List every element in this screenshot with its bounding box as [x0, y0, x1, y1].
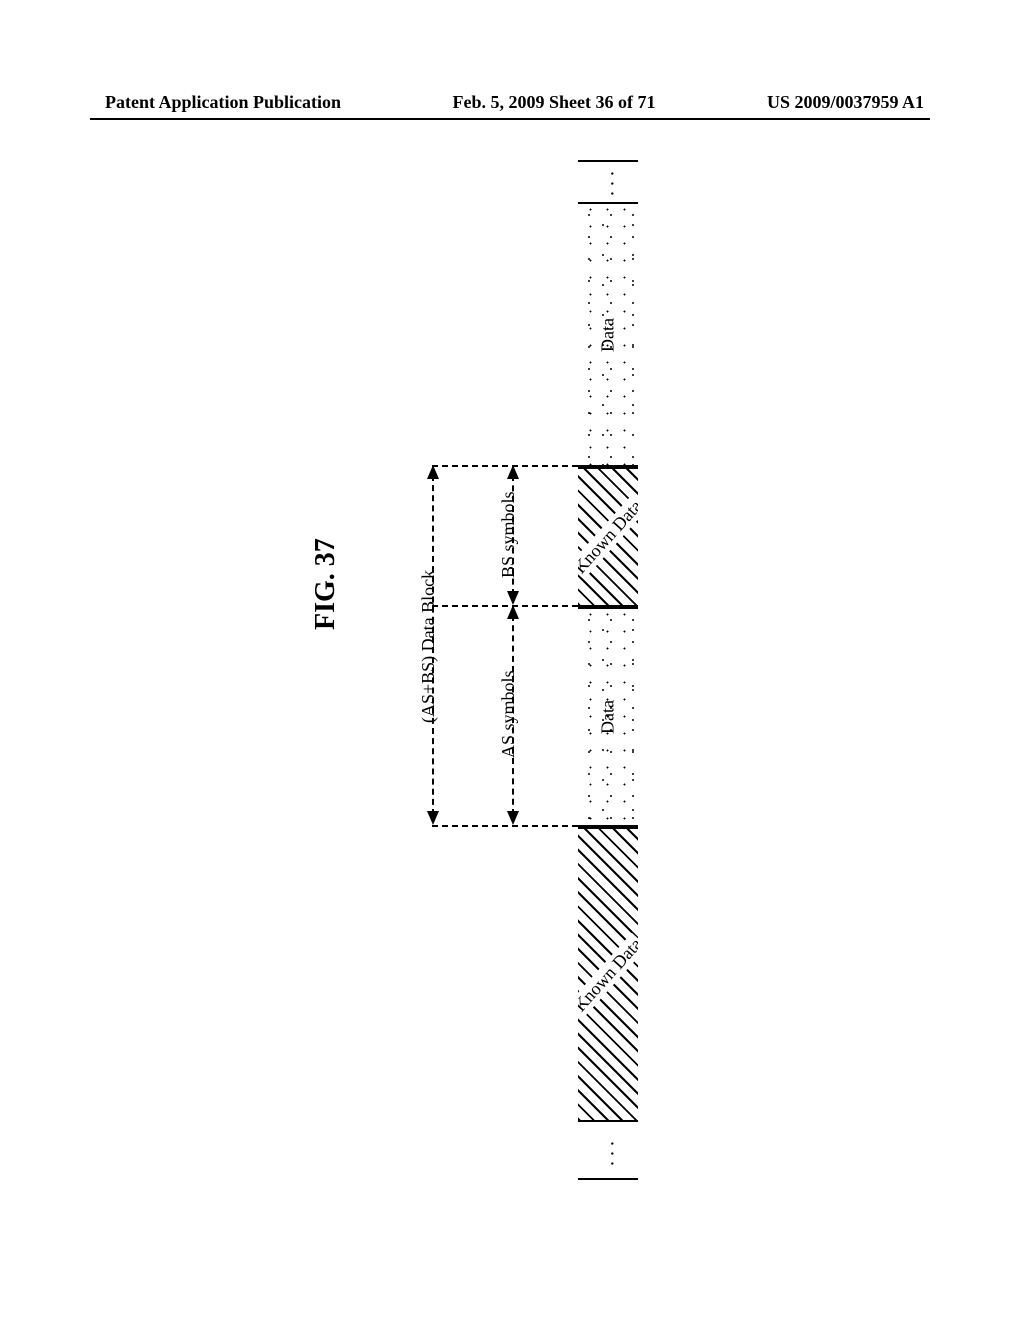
header-right: US 2009/0037959 A1	[767, 92, 924, 113]
bracket-label: AS symbols	[498, 671, 519, 759]
figure-title: FIG. 37	[310, 538, 342, 630]
strip-segment: Data	[578, 607, 638, 827]
page-header: Patent Application Publication Feb. 5, 2…	[0, 92, 1024, 113]
bracket-label: (AS+BS) Data Block	[418, 570, 439, 723]
strip-segment: Known Data	[578, 827, 638, 1122]
arrowhead-icon	[427, 465, 439, 479]
segment-label: Data	[598, 700, 619, 734]
strip-segment: Known Data	[578, 467, 638, 607]
header-center: Feb. 5, 2009 Sheet 36 of 71	[453, 92, 656, 113]
strip-segment: . . .	[578, 162, 638, 202]
ellipsis: . . .	[597, 1124, 620, 1183]
segment-label: Data	[598, 318, 619, 352]
bracket-label: BS symbols	[498, 492, 519, 579]
ellipsis: . . .	[597, 162, 620, 202]
arrowhead-icon	[507, 605, 519, 619]
strip-segment: . . .	[578, 1122, 638, 1182]
segment-label: Known Data	[578, 494, 638, 579]
dash-guide	[432, 465, 578, 467]
arrowhead-icon	[507, 591, 519, 605]
segment-label: Known Data	[578, 932, 638, 1017]
dash-guide	[432, 825, 578, 827]
arrowhead-icon	[507, 811, 519, 825]
arrowhead-icon	[507, 465, 519, 479]
header-left: Patent Application Publication	[105, 92, 341, 113]
data-strip: . . . Data Known Data Data Known Data . . .	[578, 160, 638, 1180]
arrowhead-icon	[427, 811, 439, 825]
header-rule	[90, 118, 930, 120]
strip-segment: Data	[578, 202, 638, 467]
dash-guide	[432, 605, 578, 607]
